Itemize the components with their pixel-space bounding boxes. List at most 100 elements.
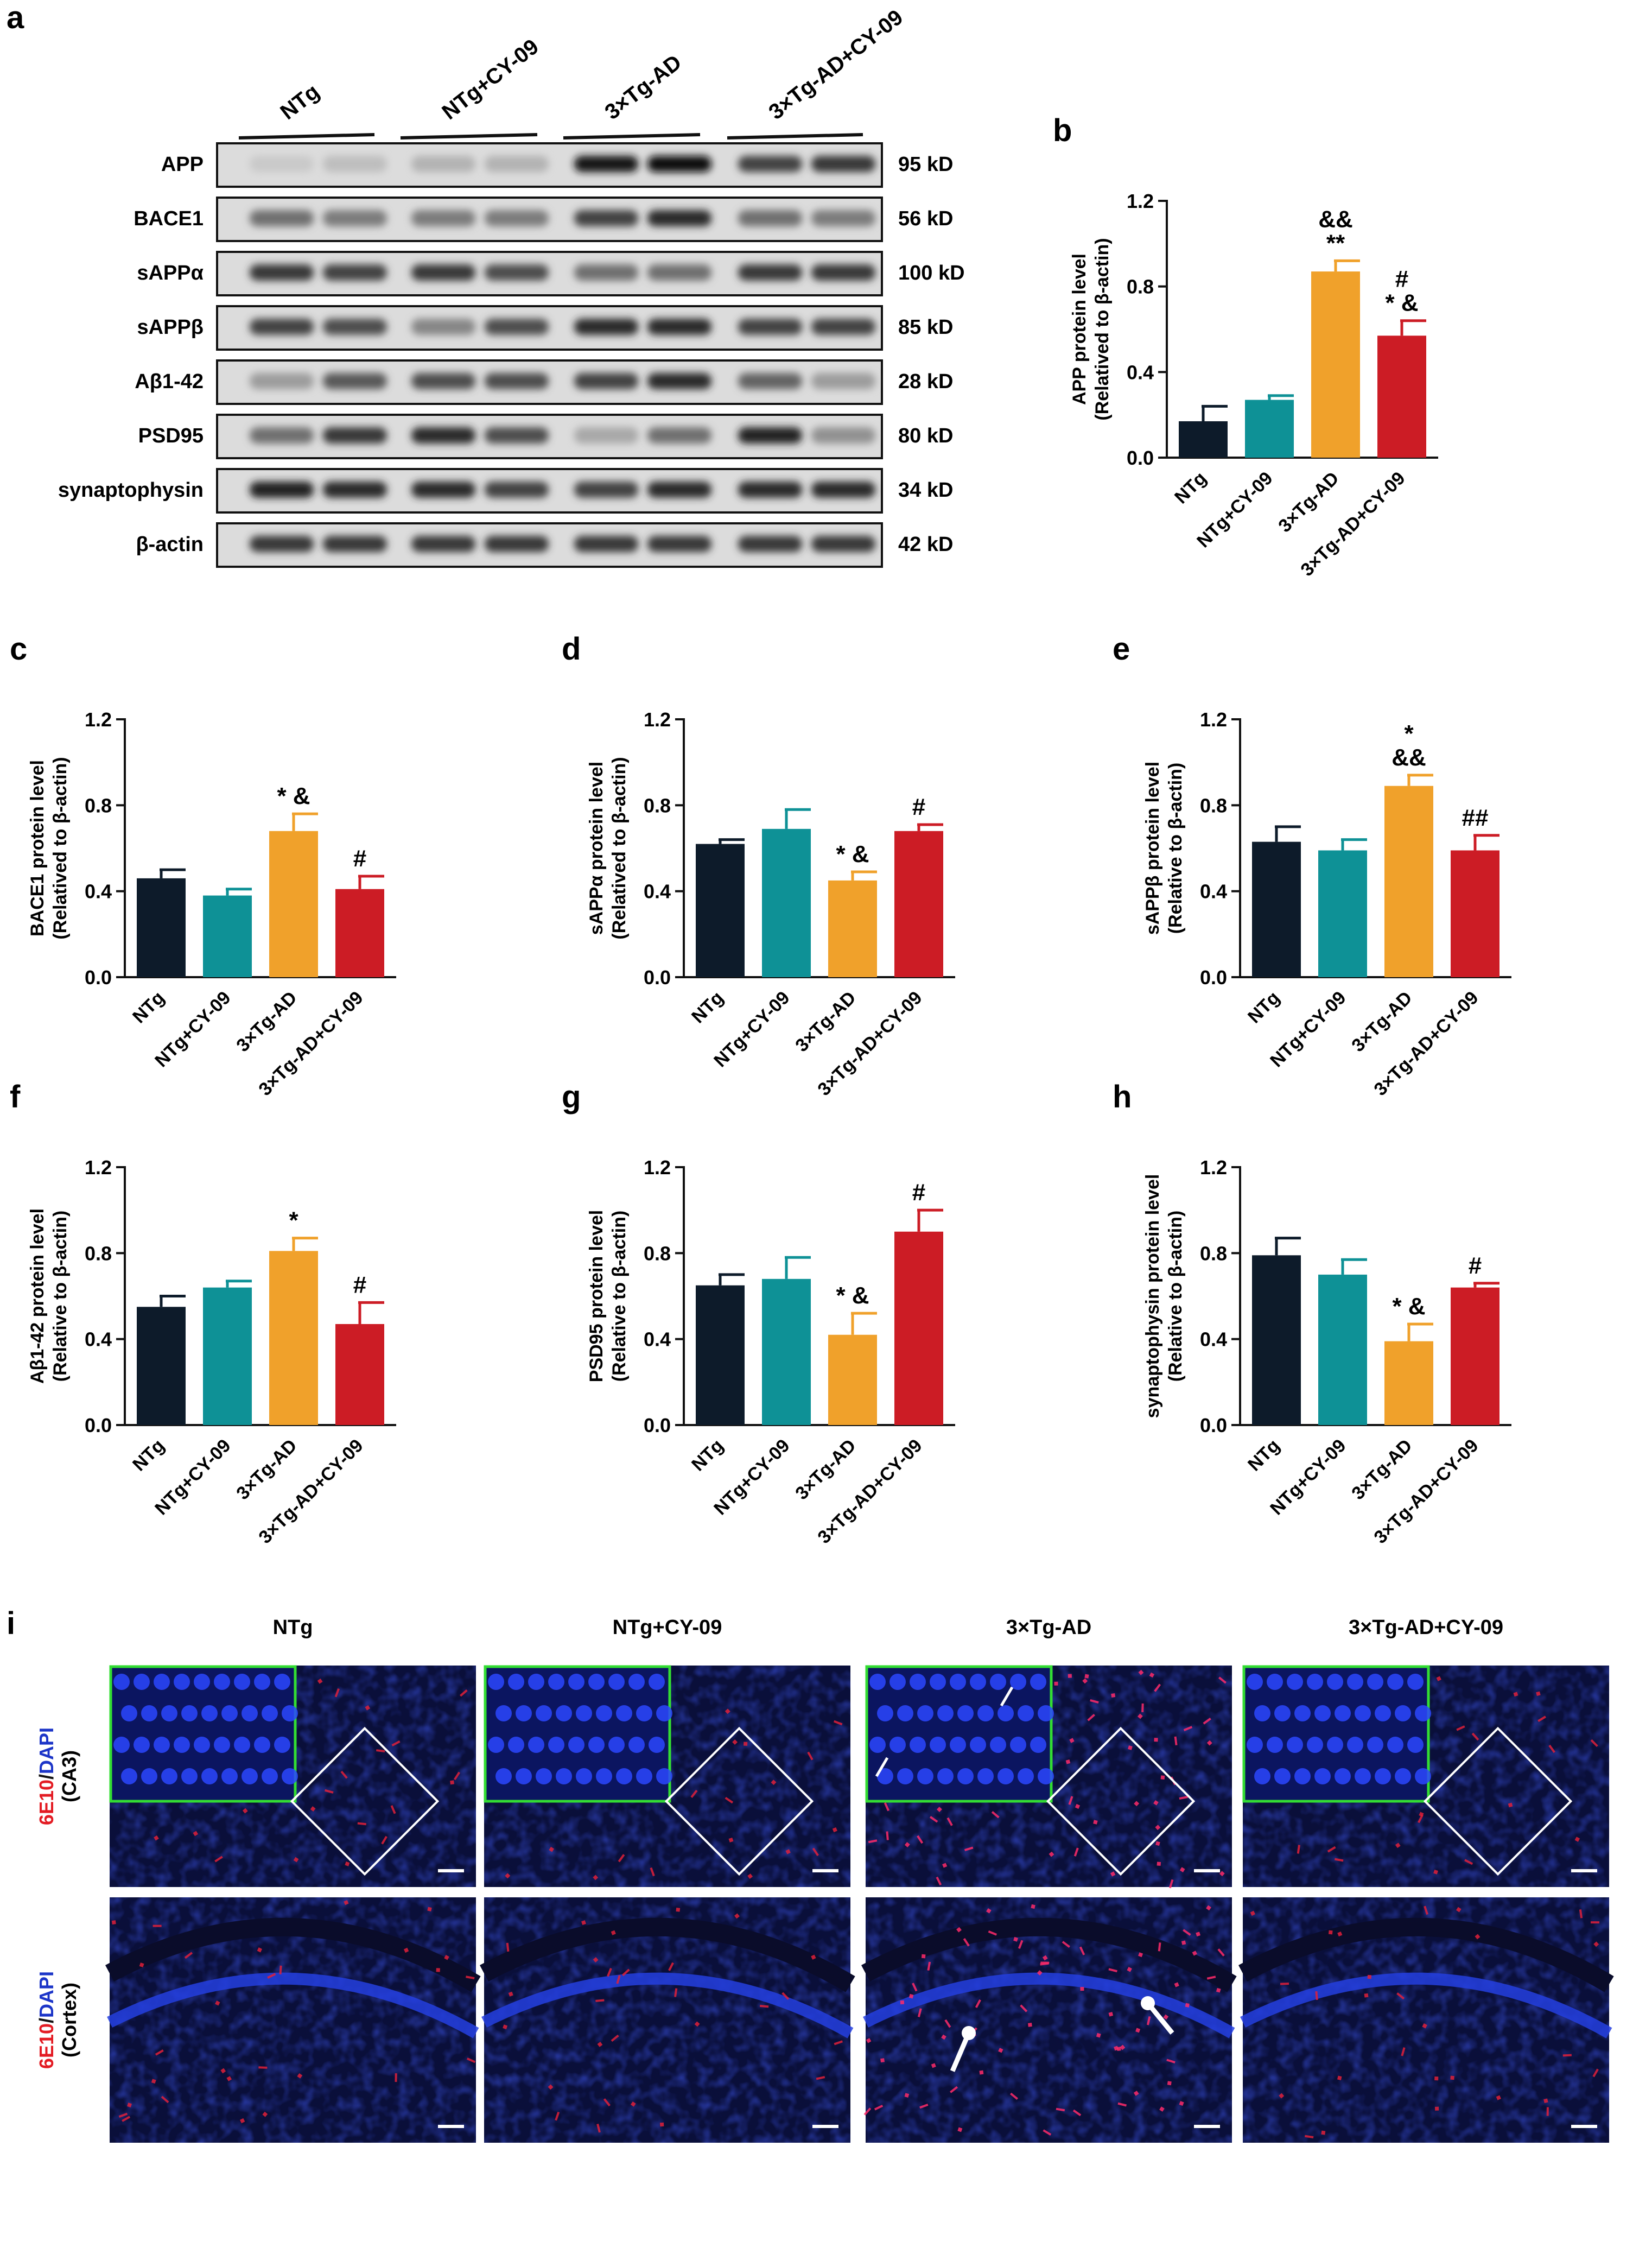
amyloid-signal (555, 2111, 560, 2121)
amyloid-signal (1183, 1929, 1191, 1936)
nucleus (877, 1705, 893, 1721)
nucleus (656, 1768, 672, 1784)
amyloid-signal (744, 1742, 748, 1746)
amyloid-signal (215, 2000, 220, 2006)
blot-band (250, 210, 314, 226)
nucleus (897, 1768, 913, 1784)
amyloid-signal (771, 1780, 777, 1786)
amyloid-signal (1315, 1991, 1318, 2000)
amyloid-signal (258, 2066, 268, 2069)
blot-band (485, 536, 549, 552)
lane-group-underline (400, 133, 538, 140)
amyloid-signal (1418, 1814, 1424, 1824)
tissue-layer (107, 1972, 479, 2038)
amyloid-signal (1108, 1968, 1117, 1973)
amyloid-signal (936, 1807, 942, 1812)
arrow-head (962, 2026, 976, 2040)
x-tick-label: NTg (1244, 987, 1284, 1028)
amyloid-signal (1327, 1846, 1336, 1853)
x-tick-label: NTg (688, 987, 728, 1028)
amyloid-signal (1513, 1692, 1518, 1697)
nucleus (194, 1674, 210, 1690)
blot-band (647, 427, 711, 444)
panel-i: i NTg NTg+CY-09 3×Tg-AD 3×Tg-AD+CY-09 6E10/D… (7, 1606, 1614, 2143)
y-axis-label-units: (Relative to β-actin) (1165, 1211, 1186, 1382)
amyloid-signal (1508, 1802, 1513, 1808)
bar (1451, 850, 1499, 977)
x-tick-label: 3×Tg-AD (791, 1435, 860, 1504)
bar (828, 1334, 877, 1425)
nucleus (957, 1705, 974, 1721)
amyloid-signal (781, 1992, 790, 2000)
blot-band (250, 156, 314, 172)
amyloid-signal (1185, 2003, 1190, 2008)
significance-marker: # (912, 794, 925, 820)
nucleus (977, 1705, 994, 1721)
tissue-layer (105, 1917, 481, 1992)
y-tick-label: 0.0 (85, 1414, 112, 1436)
amyloid-signal (1154, 1683, 1161, 1692)
amyloid-signal (344, 1900, 349, 1905)
amyloid-signal (391, 1740, 401, 1746)
blot-band (574, 427, 638, 444)
nucleus (1294, 1768, 1311, 1784)
amyloid-signal (1018, 1940, 1024, 1949)
bar (894, 831, 943, 977)
bar (1245, 400, 1294, 458)
blot-band (250, 373, 314, 389)
amyloid-signal (927, 1961, 931, 1971)
amyloid-signal (503, 2024, 508, 2030)
molecular-weight-label: 85 kD (898, 316, 953, 339)
amyloid-signal (1010, 2092, 1018, 2100)
blot-row: BACE1 56 kD (134, 197, 953, 242)
amyloid-signal (1434, 2076, 1439, 2081)
amyloid-signal (1543, 2098, 1548, 2104)
blot-band (811, 427, 875, 444)
nucleus (1375, 1768, 1391, 1784)
amyloid-signal (611, 2034, 619, 2042)
protein-label: sAPPα (137, 262, 204, 284)
bar (894, 1231, 943, 1425)
amyloid-signal (1093, 1820, 1098, 1825)
amyloid-signal (908, 1993, 914, 1999)
amyloid-signal (1590, 1739, 1598, 1748)
blot-band (250, 482, 314, 498)
amyloid-signal (1206, 1976, 1216, 1980)
amyloid-signal (193, 1831, 199, 1837)
amyloid-signal (900, 2000, 905, 2005)
blot-band (811, 482, 875, 498)
amyloid-signal (956, 1927, 962, 1933)
nucleus (990, 1674, 1006, 1690)
nucleus (508, 1674, 524, 1690)
amyloid-signal (1087, 1713, 1095, 1721)
amyloid-signal (1434, 2106, 1439, 2111)
amyloid-signal (734, 1913, 740, 1919)
amyloid-signal (1149, 1672, 1155, 1678)
amyloid-signal (1471, 1732, 1479, 1741)
blot-band (738, 373, 802, 389)
y-tick-label: 1.2 (644, 708, 671, 731)
y-tick-label: 0.8 (85, 794, 112, 816)
amyloid-signal (950, 2086, 958, 2093)
nucleus (1274, 1705, 1291, 1721)
amyloid-signal (1203, 1718, 1211, 1725)
nucleus (121, 1705, 137, 1721)
chart-panel-c: c 0.0 0.4 0.8 1.2 BACE1 protein level (Relativ… (10, 631, 396, 1100)
y-axis-label-units: (Relatived to β-actin) (609, 757, 630, 939)
nucleus (588, 1674, 605, 1690)
amyloid-signal (1548, 1744, 1555, 1753)
nucleus (950, 1737, 966, 1753)
amyloid-signal (403, 1947, 409, 1953)
amyloid-signal (917, 1835, 924, 1844)
amyloid-signal (257, 1947, 262, 1953)
panel-label: c (10, 631, 27, 667)
y-tick-label: 1.2 (644, 1156, 671, 1179)
micrograph (1242, 1665, 1609, 1887)
amyloid-signal (460, 1689, 468, 1697)
amyloid-signal (1120, 2044, 1126, 2050)
amyloid-signal (1068, 1674, 1072, 1678)
nucleus (897, 1705, 913, 1721)
amyloid-signal (376, 1749, 385, 1752)
x-tick-label: 3×Tg-AD (1348, 987, 1416, 1056)
blot-band (647, 536, 711, 552)
